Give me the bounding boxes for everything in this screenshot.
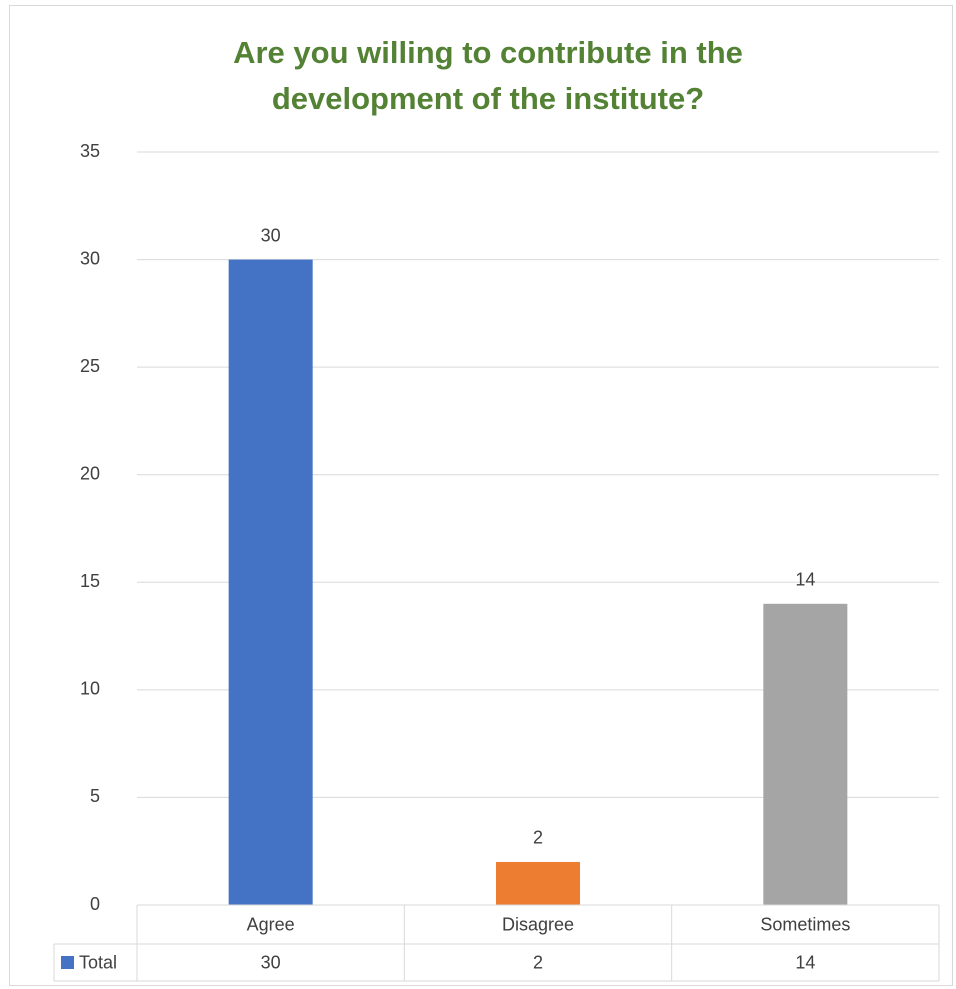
y-tick-label: 30 bbox=[80, 248, 100, 268]
y-tick-label: 5 bbox=[90, 786, 100, 806]
y-tick-label: 15 bbox=[80, 571, 100, 591]
data-label: 14 bbox=[795, 570, 815, 590]
y-tick-label: 25 bbox=[80, 356, 100, 376]
bar bbox=[763, 603, 848, 905]
y-tick-label: 20 bbox=[80, 463, 100, 483]
bar bbox=[228, 259, 313, 906]
y-tick-label: 35 bbox=[80, 141, 100, 161]
table-value: 2 bbox=[533, 952, 543, 972]
chart-title-line-2: development of the institute? bbox=[271, 81, 705, 116]
table-value: 14 bbox=[795, 952, 815, 972]
y-tick-label: 0 bbox=[90, 894, 100, 914]
table-value: 30 bbox=[261, 952, 281, 972]
x-category-label: Agree bbox=[247, 914, 295, 934]
x-category-label: Disagree bbox=[502, 914, 574, 934]
chart-title-line-1: Are you willing to contribute in the bbox=[233, 35, 743, 70]
data-label: 30 bbox=[261, 225, 281, 245]
y-tick-label: 10 bbox=[80, 679, 100, 699]
x-category-label: Sometimes bbox=[760, 914, 850, 934]
legend-label: Total bbox=[79, 952, 117, 972]
data-label: 2 bbox=[533, 828, 543, 848]
bar bbox=[496, 861, 580, 905]
legend-key bbox=[61, 956, 74, 969]
